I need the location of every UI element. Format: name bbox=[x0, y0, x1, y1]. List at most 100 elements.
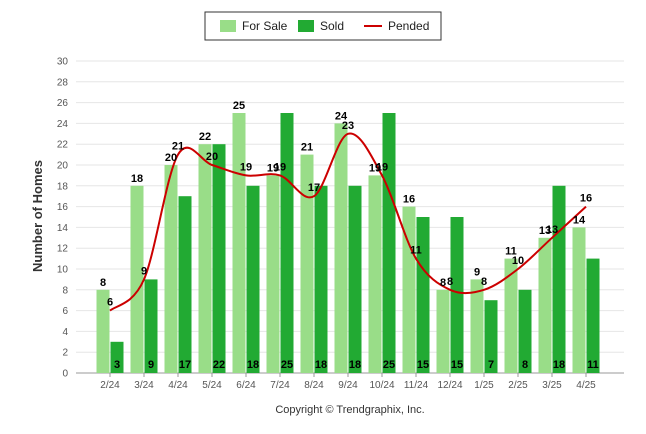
data-label-for-sale: 24 bbox=[335, 110, 348, 122]
bar-for-sale bbox=[334, 123, 348, 374]
bar-sold bbox=[178, 196, 192, 373]
data-label-pended: 10 bbox=[512, 255, 524, 267]
bar-for-sale bbox=[436, 289, 450, 373]
y-tick-label: 30 bbox=[57, 57, 69, 68]
data-labels: 8 3 18 9 20 17 22 22 25 18 19 25 21 18 24 18 19 25 16 15 8 15… bbox=[100, 100, 599, 371]
data-label-pended: 19 bbox=[274, 161, 286, 173]
data-label-sold: 8 bbox=[522, 359, 528, 371]
data-label-for-sale: 19 bbox=[267, 162, 279, 174]
data-label-for-sale: 11 bbox=[505, 246, 517, 258]
copyright: Copyright © Trendgraphix, Inc. bbox=[275, 404, 424, 416]
x-tick-label: 1/25 bbox=[474, 380, 494, 391]
legend-swatch-for-sale bbox=[220, 20, 236, 32]
x-tick-label: 5/24 bbox=[202, 380, 222, 391]
bar-for-sale bbox=[368, 175, 382, 373]
data-label-pended: 13 bbox=[546, 224, 558, 236]
x-tick-label: 8/24 bbox=[304, 380, 324, 391]
data-label-for-sale: 16 bbox=[403, 194, 415, 206]
x-tick-label: 9/24 bbox=[338, 380, 358, 391]
y-tick-label: 20 bbox=[57, 161, 69, 172]
bar-sold bbox=[314, 185, 328, 373]
y-tick-label: 10 bbox=[57, 265, 69, 276]
y-tick-label: 14 bbox=[57, 223, 69, 234]
x-tick-label: 2/25 bbox=[508, 380, 528, 391]
data-label-for-sale: 13 bbox=[539, 225, 551, 237]
legend-box bbox=[204, 11, 442, 41]
data-label-pended: 8 bbox=[481, 276, 487, 288]
bar-for-sale bbox=[130, 185, 144, 373]
bars bbox=[96, 113, 600, 374]
y-tick-label: 22 bbox=[57, 140, 69, 151]
data-label-for-sale: 18 bbox=[131, 173, 143, 185]
y-tick-label: 12 bbox=[57, 244, 69, 255]
x-tick-label: 4/25 bbox=[576, 380, 596, 391]
bar-for-sale bbox=[402, 206, 416, 373]
x-tick-label: 3/24 bbox=[134, 380, 154, 391]
y-tick-label: 0 bbox=[62, 369, 68, 380]
legend-label-for-sale: For Sale bbox=[242, 19, 288, 33]
data-label-sold: 22 bbox=[213, 359, 225, 371]
y-tick-label: 6 bbox=[62, 306, 68, 317]
y-tick-label: 4 bbox=[62, 327, 68, 338]
y-tick-label: 24 bbox=[57, 119, 69, 130]
data-label-for-sale: 20 bbox=[165, 152, 177, 164]
x-tick-label: 11/24 bbox=[404, 380, 429, 391]
data-label-for-sale: 14 bbox=[573, 214, 586, 226]
bar-sold bbox=[586, 258, 600, 373]
x-tick-label: 7/24 bbox=[270, 380, 290, 391]
bar-sold bbox=[416, 217, 430, 373]
bar-sold bbox=[484, 300, 498, 373]
data-label-sold: 11 bbox=[587, 359, 599, 371]
data-label-pended: 17 bbox=[308, 182, 320, 194]
data-label-sold: 15 bbox=[417, 359, 429, 371]
data-label-pended: 16 bbox=[580, 193, 592, 205]
bar-sold bbox=[348, 185, 362, 373]
bar-for-sale bbox=[470, 279, 484, 373]
data-label-sold: 18 bbox=[315, 359, 327, 371]
data-label-sold: 18 bbox=[553, 359, 565, 371]
data-label-for-sale: 19 bbox=[369, 162, 381, 174]
data-label-for-sale: 22 bbox=[199, 131, 211, 143]
bar-sold bbox=[552, 185, 566, 373]
bar-for-sale bbox=[572, 227, 586, 373]
data-label-sold: 18 bbox=[247, 359, 259, 371]
bar-for-sale bbox=[538, 237, 552, 373]
data-label-sold: 17 bbox=[179, 359, 191, 371]
data-label-sold: 25 bbox=[383, 359, 395, 371]
data-label-for-sale: 21 bbox=[301, 142, 313, 154]
data-label-pended: 23 bbox=[342, 120, 354, 132]
bar-sold bbox=[246, 185, 260, 373]
data-label-sold: 3 bbox=[114, 359, 120, 371]
data-label-sold: 7 bbox=[488, 359, 494, 371]
data-label-for-sale: 9 bbox=[474, 266, 480, 278]
bar-for-sale bbox=[504, 258, 518, 373]
x-tick-label: 2/24 bbox=[100, 380, 120, 391]
x-axis-ticks: 2/24 3/24 4/24 5/24 6/24 7/24 8/24 9/24 10/24 11/… bbox=[100, 373, 596, 391]
data-label-pended: 11 bbox=[410, 245, 422, 257]
x-tick-label: 4/24 bbox=[168, 380, 188, 391]
bar-sold bbox=[144, 279, 158, 373]
y-axis-title: Number of Homes bbox=[30, 160, 45, 272]
data-label-pended: 19 bbox=[376, 161, 388, 173]
x-tick-label: 10/24 bbox=[369, 380, 394, 391]
legend: For Sale Sold Pended bbox=[204, 11, 442, 41]
data-label-for-sale: 8 bbox=[440, 277, 446, 289]
y-tick-label: 2 bbox=[62, 348, 68, 359]
y-tick-label: 18 bbox=[57, 181, 69, 192]
bar-sold bbox=[450, 217, 464, 373]
data-label-for-sale: 8 bbox=[100, 277, 106, 289]
data-label-for-sale: 25 bbox=[233, 100, 245, 112]
y-tick-label: 16 bbox=[57, 202, 69, 213]
legend-swatch-sold bbox=[298, 20, 314, 32]
bar-for-sale bbox=[96, 289, 110, 373]
data-label-pended: 21 bbox=[172, 141, 184, 153]
y-tick-label: 8 bbox=[62, 285, 68, 296]
data-label-pended: 8 bbox=[447, 276, 453, 288]
data-label-sold: 18 bbox=[349, 359, 361, 371]
bar-sold bbox=[280, 113, 294, 373]
bar-for-sale bbox=[300, 154, 314, 373]
y-tick-label: 28 bbox=[57, 77, 69, 88]
pended-line bbox=[109, 132, 587, 312]
